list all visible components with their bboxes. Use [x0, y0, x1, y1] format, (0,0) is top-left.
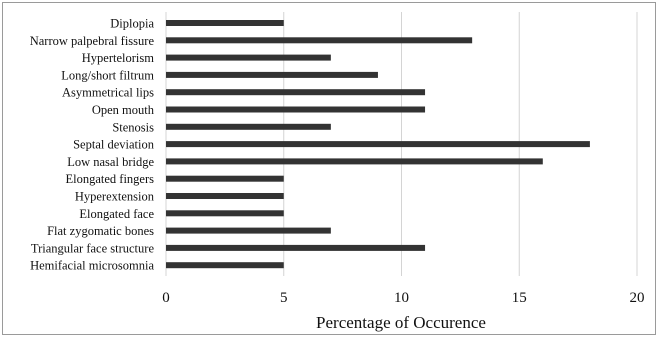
bar: [166, 123, 331, 130]
bar: [166, 158, 543, 165]
x-tick-label: 5: [280, 290, 288, 306]
x-tick-label: 20: [630, 290, 645, 306]
category-label: Open mouth: [92, 103, 155, 117]
category-label: Elongated fingers: [65, 172, 154, 186]
x-tick-label: 15: [512, 290, 527, 306]
bar: [166, 54, 331, 61]
bar: [166, 227, 331, 234]
x-axis-title: Percentage of Occurence: [316, 313, 486, 332]
category-label: Hemifacial microsomnia: [30, 259, 154, 273]
bar: [166, 244, 426, 251]
bar: [166, 175, 284, 182]
bar: [166, 262, 284, 269]
bar: [166, 210, 284, 217]
category-labels: Diplopia Narrow palpebral fissure Hypertel…: [30, 17, 155, 273]
category-label: Diplopia: [110, 17, 154, 31]
x-tick-label: 10: [394, 290, 409, 306]
bar: [166, 20, 284, 26]
category-label: Narrow palpebral fissure: [30, 34, 155, 48]
bar: [166, 71, 378, 78]
bar: [166, 106, 426, 113]
category-label: Flat zygomatic bones: [47, 224, 154, 238]
category-label: Hypertelorism: [82, 51, 154, 65]
category-label: Long/short filtrum: [61, 68, 154, 82]
bars: [166, 20, 590, 269]
x-tick-labels: 0 5 10 15 20: [162, 290, 644, 306]
bar: [166, 37, 473, 44]
category-label: Hyperextension: [75, 190, 155, 204]
bar: [166, 141, 590, 148]
x-tick-label: 0: [162, 290, 170, 306]
bar: [166, 89, 426, 96]
category-label: Asymmetrical lips: [62, 86, 154, 100]
category-label: Elongated face: [79, 207, 154, 221]
category-label: Septal deviation: [73, 138, 155, 152]
category-label: Low nasal bridge: [67, 155, 154, 169]
category-label: Stenosis: [112, 120, 154, 134]
bar: [166, 193, 284, 199]
category-label: Triangular face structure: [31, 241, 155, 255]
